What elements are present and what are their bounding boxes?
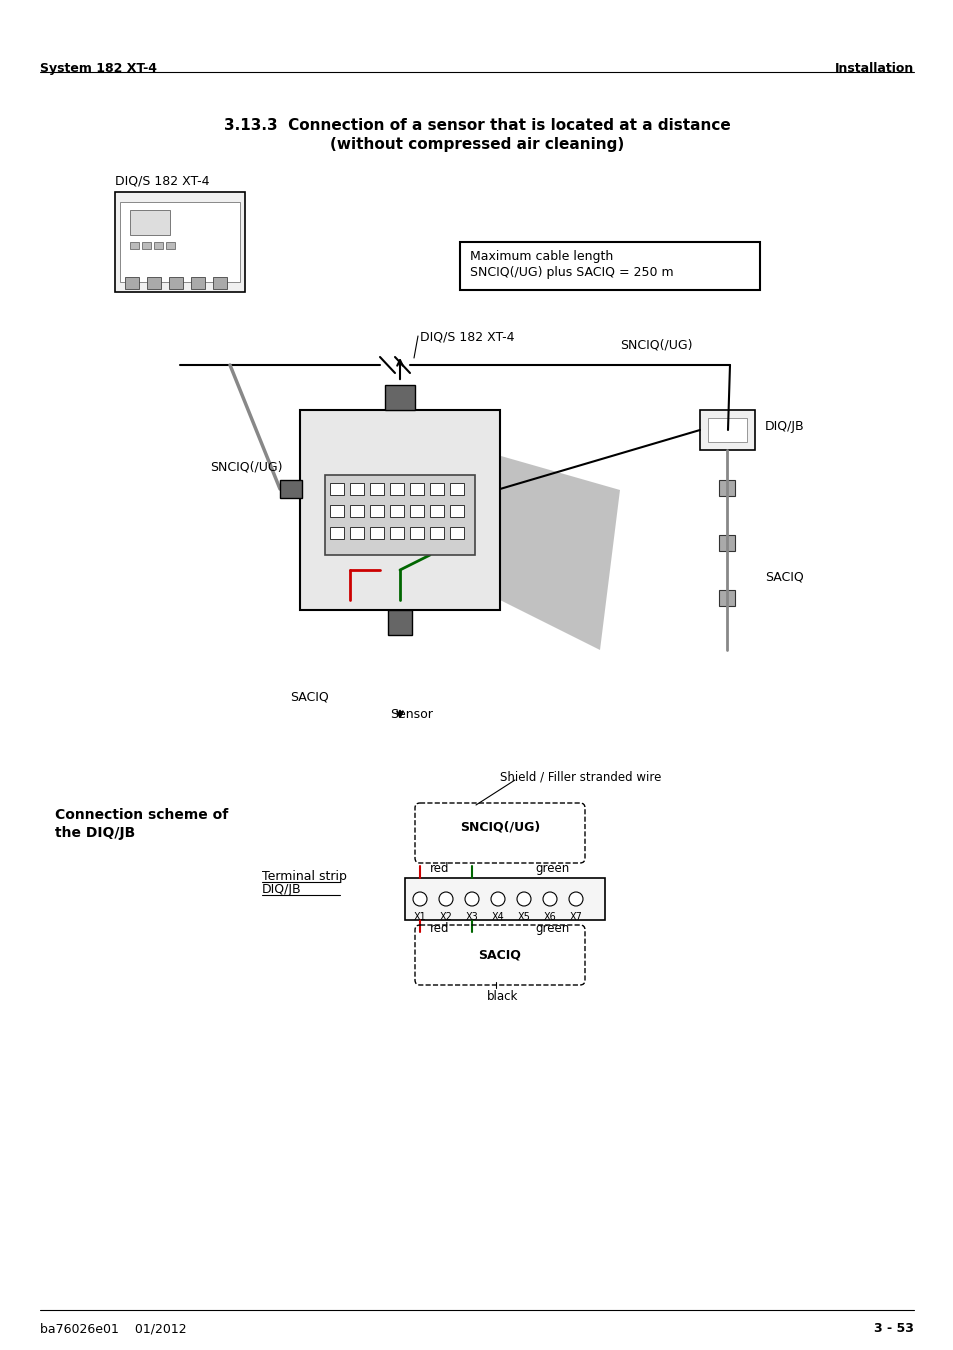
- Bar: [450, 505, 463, 517]
- Text: Sensor: Sensor: [390, 707, 433, 721]
- Bar: [370, 505, 384, 517]
- Text: red: red: [430, 863, 449, 875]
- Bar: [350, 526, 364, 539]
- Bar: [385, 385, 415, 410]
- Text: X2: X2: [439, 913, 452, 922]
- Text: black: black: [486, 990, 517, 1003]
- Text: DIQ/JB: DIQ/JB: [262, 883, 301, 896]
- Text: Installation: Installation: [834, 62, 913, 76]
- Circle shape: [568, 892, 582, 906]
- Text: SNCIQ(/UG) plus SACIQ = 250 m: SNCIQ(/UG) plus SACIQ = 250 m: [470, 266, 673, 279]
- Circle shape: [413, 892, 427, 906]
- Text: X4: X4: [491, 913, 504, 922]
- Bar: [450, 483, 463, 495]
- Bar: [370, 526, 384, 539]
- Bar: [330, 526, 344, 539]
- Text: SACIQ: SACIQ: [290, 690, 329, 703]
- Bar: [410, 505, 423, 517]
- Text: X7: X7: [569, 913, 582, 922]
- Text: SACIQ: SACIQ: [478, 948, 521, 961]
- Bar: [450, 526, 463, 539]
- Text: SNCIQ(/UG): SNCIQ(/UG): [619, 338, 692, 351]
- Bar: [405, 878, 604, 919]
- Bar: [153, 242, 163, 248]
- Bar: [350, 505, 364, 517]
- Bar: [459, 242, 760, 290]
- Text: DIQ/JB: DIQ/JB: [764, 420, 803, 433]
- Bar: [125, 277, 139, 289]
- Circle shape: [542, 892, 557, 906]
- Text: 3 - 53: 3 - 53: [873, 1322, 913, 1335]
- Bar: [130, 211, 170, 235]
- Bar: [142, 242, 151, 248]
- Text: the DIQ/JB: the DIQ/JB: [55, 826, 135, 840]
- Bar: [166, 242, 174, 248]
- Circle shape: [438, 892, 453, 906]
- Bar: [430, 483, 443, 495]
- Bar: [410, 483, 423, 495]
- Text: X5: X5: [517, 913, 530, 922]
- Bar: [130, 242, 139, 248]
- Bar: [213, 277, 227, 289]
- Text: DIQ/S 182 XT-4: DIQ/S 182 XT-4: [419, 329, 514, 343]
- Circle shape: [517, 892, 531, 906]
- Bar: [719, 590, 734, 606]
- Bar: [330, 505, 344, 517]
- Bar: [330, 483, 344, 495]
- Text: DIQ/S 182 XT-4: DIQ/S 182 XT-4: [115, 176, 210, 188]
- Bar: [430, 505, 443, 517]
- Text: 3.13.3  Connection of a sensor that is located at a distance: 3.13.3 Connection of a sensor that is lo…: [223, 117, 730, 134]
- Bar: [388, 610, 412, 634]
- Text: SNCIQ(/UG): SNCIQ(/UG): [459, 821, 539, 834]
- Bar: [120, 202, 240, 282]
- Text: Maximum cable length: Maximum cable length: [470, 250, 613, 263]
- Text: green: green: [535, 863, 569, 875]
- Text: Terminal strip: Terminal strip: [262, 869, 347, 883]
- Text: Connection scheme of: Connection scheme of: [55, 809, 228, 822]
- Bar: [147, 277, 161, 289]
- Bar: [280, 481, 302, 498]
- Bar: [700, 410, 754, 450]
- Bar: [410, 526, 423, 539]
- Polygon shape: [479, 450, 619, 649]
- Bar: [370, 483, 384, 495]
- Text: SACIQ: SACIQ: [764, 570, 803, 583]
- Text: red: red: [430, 922, 449, 936]
- Bar: [719, 535, 734, 551]
- Text: (without compressed air cleaning): (without compressed air cleaning): [330, 136, 623, 153]
- Text: SNCIQ(/UG): SNCIQ(/UG): [210, 460, 282, 472]
- Bar: [299, 410, 499, 610]
- Bar: [115, 192, 245, 292]
- Bar: [707, 418, 746, 441]
- Text: X6: X6: [543, 913, 556, 922]
- Bar: [325, 475, 475, 555]
- Text: System 182 XT-4: System 182 XT-4: [40, 62, 157, 76]
- Text: ba76026e01    01/2012: ba76026e01 01/2012: [40, 1322, 187, 1335]
- Text: green: green: [535, 922, 569, 936]
- Text: Shield / Filler stranded wire: Shield / Filler stranded wire: [499, 769, 660, 783]
- Bar: [350, 483, 364, 495]
- Bar: [430, 526, 443, 539]
- Circle shape: [491, 892, 504, 906]
- Bar: [390, 526, 403, 539]
- Text: X3: X3: [465, 913, 477, 922]
- Bar: [719, 481, 734, 495]
- Bar: [390, 483, 403, 495]
- Circle shape: [464, 892, 478, 906]
- Bar: [191, 277, 205, 289]
- Text: X1: X1: [414, 913, 426, 922]
- Bar: [169, 277, 183, 289]
- Bar: [390, 505, 403, 517]
